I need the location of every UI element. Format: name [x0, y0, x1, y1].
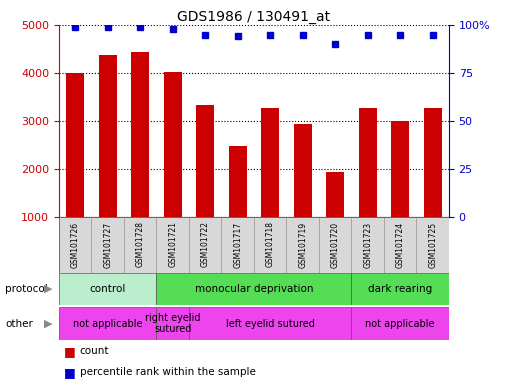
Bar: [156, 273, 351, 305]
Text: other: other: [5, 318, 33, 329]
Text: GSM101728: GSM101728: [136, 222, 145, 267]
Bar: [59, 307, 156, 340]
Text: count: count: [80, 346, 109, 356]
Text: percentile rank within the sample: percentile rank within the sample: [80, 367, 255, 377]
Text: left eyelid sutured: left eyelid sutured: [226, 318, 314, 329]
Bar: [164, 72, 182, 265]
Text: control: control: [90, 284, 126, 294]
Text: GSM101724: GSM101724: [396, 222, 405, 268]
Text: GSM101723: GSM101723: [363, 222, 372, 268]
Bar: [417, 217, 449, 273]
Text: GSM101721: GSM101721: [168, 222, 177, 267]
Bar: [384, 217, 417, 273]
Bar: [91, 217, 124, 273]
Bar: [66, 73, 84, 265]
Bar: [156, 217, 189, 273]
Bar: [391, 121, 409, 265]
Text: GSM101720: GSM101720: [331, 222, 340, 268]
Bar: [189, 217, 222, 273]
Text: GSM101719: GSM101719: [298, 222, 307, 268]
Text: protocol: protocol: [5, 284, 48, 294]
Text: GSM101717: GSM101717: [233, 222, 242, 268]
Bar: [319, 217, 351, 273]
Bar: [59, 217, 91, 273]
Bar: [229, 146, 247, 265]
Bar: [326, 172, 344, 265]
Text: right eyelid
sutured: right eyelid sutured: [145, 313, 201, 334]
Text: GSM101726: GSM101726: [71, 222, 80, 268]
Bar: [196, 105, 214, 265]
Bar: [294, 124, 311, 265]
Text: GSM101722: GSM101722: [201, 222, 210, 267]
Bar: [99, 55, 116, 265]
Bar: [124, 217, 156, 273]
Text: GSM101727: GSM101727: [103, 222, 112, 268]
Bar: [261, 109, 279, 265]
Bar: [351, 307, 449, 340]
Bar: [359, 109, 377, 265]
Text: GSM101725: GSM101725: [428, 222, 437, 268]
Text: ■: ■: [64, 366, 76, 379]
Bar: [254, 217, 286, 273]
Bar: [351, 273, 449, 305]
Bar: [59, 273, 156, 305]
Bar: [424, 109, 442, 265]
Text: ■: ■: [64, 345, 76, 358]
Title: GDS1986 / 130491_at: GDS1986 / 130491_at: [177, 10, 330, 24]
Bar: [131, 52, 149, 265]
Bar: [156, 307, 189, 340]
Text: ▶: ▶: [44, 318, 52, 329]
Bar: [351, 217, 384, 273]
Text: not applicable: not applicable: [73, 318, 143, 329]
Text: monocular deprivation: monocular deprivation: [195, 284, 313, 294]
Text: GSM101718: GSM101718: [266, 222, 274, 267]
Text: not applicable: not applicable: [365, 318, 435, 329]
Bar: [222, 217, 254, 273]
Bar: [189, 307, 351, 340]
Bar: [286, 217, 319, 273]
Text: dark rearing: dark rearing: [368, 284, 432, 294]
Text: ▶: ▶: [44, 284, 52, 294]
